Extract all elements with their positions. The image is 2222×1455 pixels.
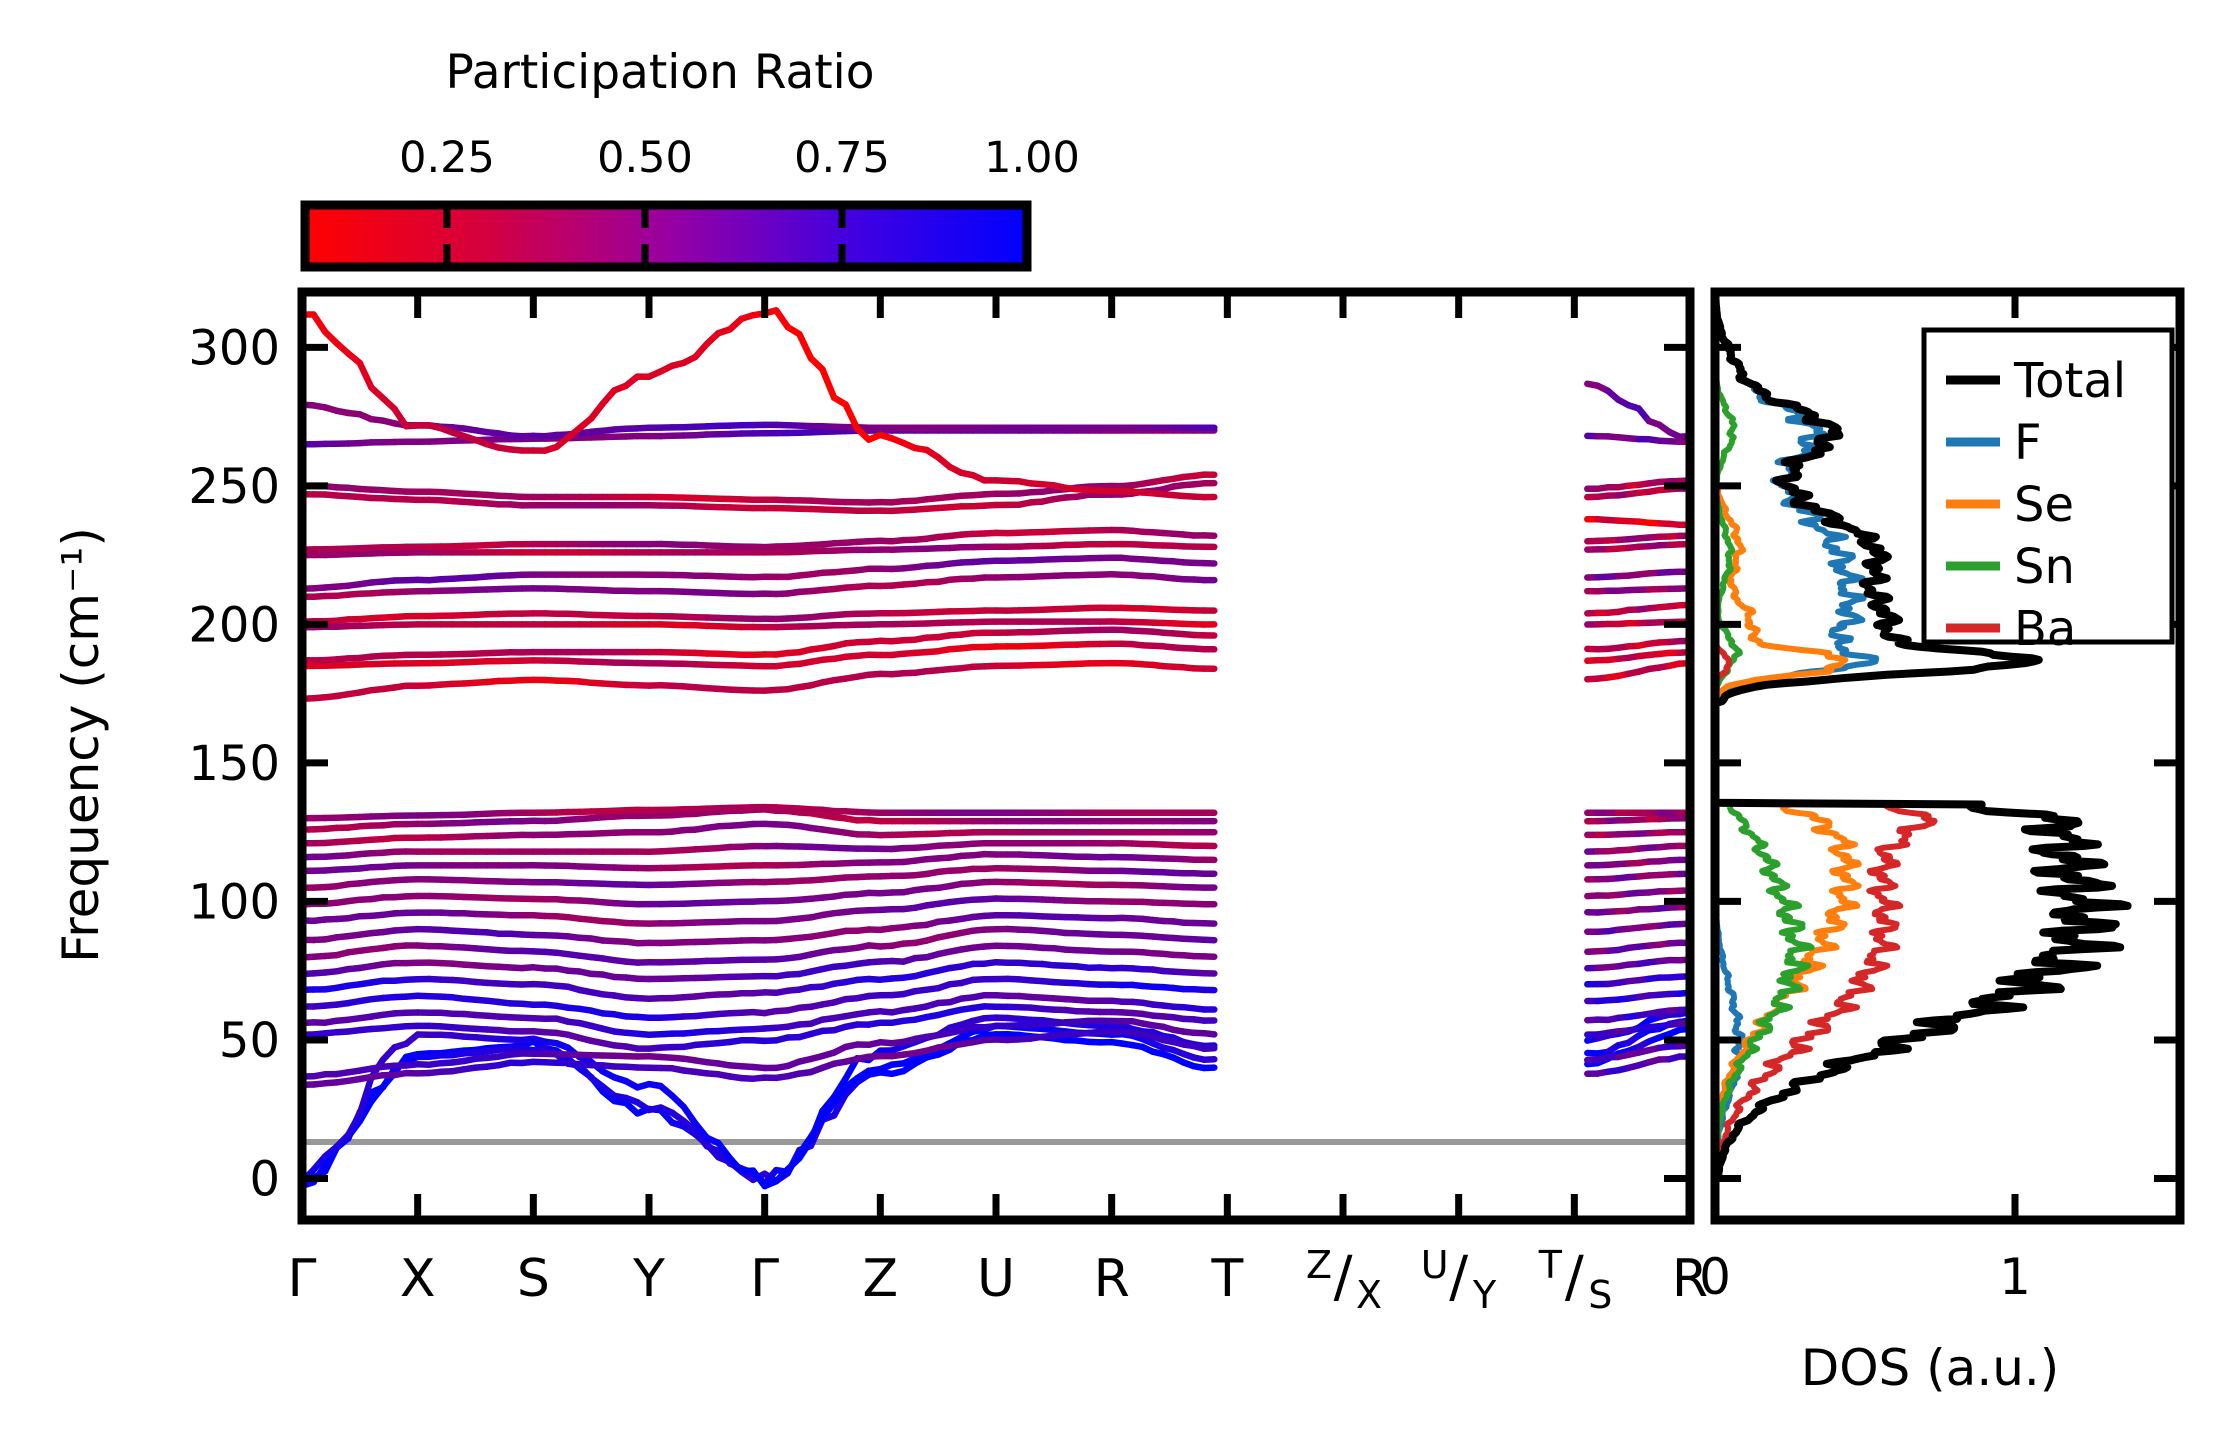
- dos-x-tick-marks: [1711, 292, 2019, 1220]
- x-tick-label-fraction: Z / X: [1306, 1243, 1382, 1317]
- x-tick-label: Γ: [750, 1249, 779, 1309]
- x-tick-label: S: [517, 1249, 550, 1309]
- band-segment: [680, 1103, 699, 1127]
- dos-legend[interactable]: Total F Se Sn Ba: [1921, 327, 2175, 657]
- band-segment: [807, 1107, 826, 1144]
- band-segment: [830, 1091, 849, 1119]
- dos-x-tick-label: 1: [1999, 1248, 2031, 1306]
- band-segment: [830, 1083, 849, 1107]
- band-segment: [356, 1098, 375, 1125]
- dos-curve-se: [1715, 292, 1862, 1215]
- y-tick-label: 200: [188, 597, 280, 653]
- band-segment: [796, 330, 815, 362]
- x-tick-label-fraction: T / S: [1538, 1243, 1613, 1317]
- dos-curve-sn: [1715, 292, 1815, 1215]
- band-segment: [842, 401, 861, 432]
- band-segment: [819, 366, 838, 401]
- dos-axis-label: DOS (a.u.): [1801, 1339, 2060, 1397]
- legend-label-f: F: [2014, 415, 2042, 471]
- y-axis-label: Frequency (cm⁻¹): [52, 527, 110, 963]
- x-tick-label: U: [977, 1249, 1015, 1309]
- dos-curves: [1715, 292, 2132, 1216]
- svg-text:S: S: [1588, 1273, 1612, 1317]
- band-segment: [796, 1137, 815, 1162]
- band-curves: [302, 307, 1690, 1190]
- band-segment: [310, 311, 329, 336]
- y-tick-label: 0: [249, 1151, 280, 1207]
- legend-label-sn: Sn: [2014, 539, 2075, 595]
- colorbar-gradient[interactable]: [300, 200, 1032, 272]
- y-tick-label: 150: [188, 736, 280, 792]
- y-tick-label: 100: [188, 874, 280, 930]
- y-tick-labels: 0 50 100 150 200 250 300: [188, 320, 280, 1207]
- x-tick-label: Γ: [288, 1249, 317, 1309]
- band-segment: [1200, 1029, 1218, 1038]
- legend-label-se: Se: [2014, 477, 2074, 533]
- x-tick-label-fraction: U / Y: [1421, 1243, 1497, 1317]
- y-tick-label: 50: [219, 1013, 280, 1069]
- x-tick-labels: Γ X S Y Γ Z U R T Z / XU / YT / S R: [288, 1243, 1709, 1317]
- svg-text:/: /: [1565, 1245, 1584, 1310]
- band-segment: [772, 307, 792, 331]
- y-tick-marks: [302, 343, 1690, 1182]
- svg-text:/: /: [1334, 1245, 1353, 1310]
- y-tick-label: 250: [188, 459, 280, 515]
- y-tick-label: 300: [188, 320, 280, 376]
- x-tick-label: R: [1094, 1249, 1130, 1309]
- svg-text:Y: Y: [1472, 1273, 1497, 1317]
- x-tick-label: Z: [863, 1249, 899, 1309]
- band-segment: [356, 359, 375, 391]
- colorbar-tick-label-0: 0.25: [399, 133, 495, 183]
- dos-x-tick-label: 0: [1699, 1248, 1731, 1306]
- x-tick-marks: [298, 292, 1694, 1220]
- band-segment: [830, 1075, 849, 1101]
- colorbar-ticks: [443, 205, 846, 267]
- dos-panel-frame: [1710, 287, 2185, 1225]
- legend-label-ba: Ba: [2014, 601, 2076, 657]
- x-tick-label: R: [1672, 1249, 1708, 1309]
- svg-text:Z: Z: [1306, 1243, 1332, 1287]
- svg-text:T: T: [1538, 1243, 1563, 1287]
- colorbar-group: Participation Ratio 0.25 0.50 0.75 1.00: [300, 45, 1080, 272]
- band-segment: [391, 405, 410, 430]
- dos-curve-ba: [1715, 292, 1938, 1215]
- colorbar-tick-label-2: 0.75: [794, 133, 890, 183]
- svg-text:X: X: [1356, 1273, 1382, 1317]
- colorbar-title: Participation Ratio: [445, 45, 874, 100]
- colorbar-tick-label-3: 1.00: [984, 133, 1080, 183]
- dos-curve-total: [1715, 292, 2132, 1216]
- svg-text:U: U: [1421, 1243, 1449, 1287]
- colorbar-tick-label-1: 0.50: [597, 133, 693, 183]
- band-segment: [345, 1110, 364, 1139]
- x-tick-label: Y: [632, 1249, 665, 1309]
- band-segment: [356, 1074, 375, 1118]
- svg-text:/: /: [1449, 1245, 1468, 1310]
- legend-label-total: Total: [2013, 353, 2126, 409]
- x-tick-label: X: [400, 1249, 436, 1309]
- x-tick-label: T: [1210, 1249, 1243, 1309]
